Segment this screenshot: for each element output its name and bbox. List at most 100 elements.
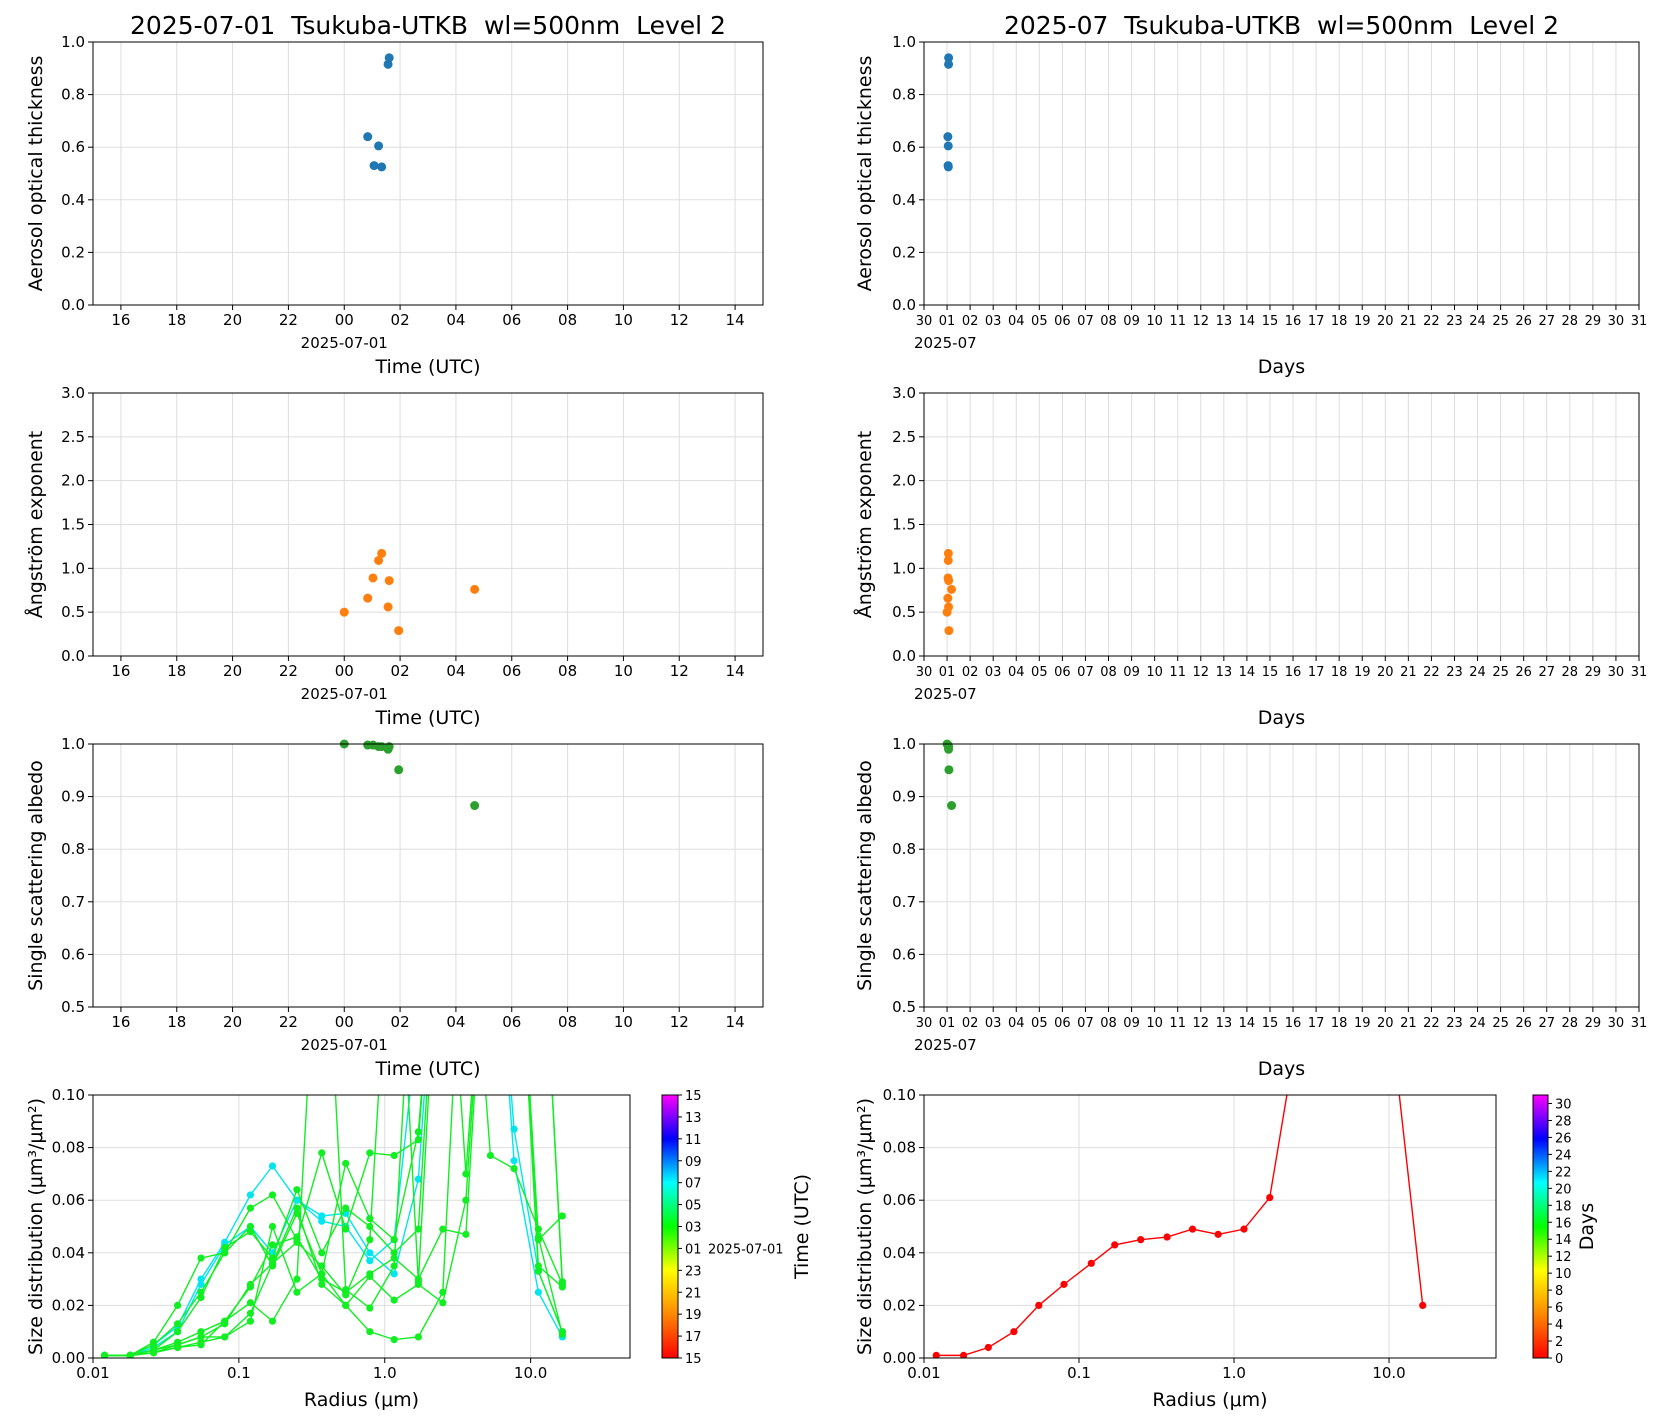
x-tick-label: 09 (1123, 665, 1140, 680)
point (173, 1328, 182, 1336)
y-tick-label: 0.5 (892, 603, 916, 621)
y-tick-label: 0.02 (883, 1296, 916, 1314)
x-tick-label: 12 (670, 662, 689, 680)
point (535, 828, 542, 835)
x-tick-label: 25 (1492, 314, 1509, 329)
colorbar-label: Days (1576, 1203, 1598, 1250)
point (510, 1125, 518, 1133)
y-tick-label: 0.08 (883, 1139, 916, 1157)
y-tick-label: 3.0 (892, 384, 916, 402)
point (439, 828, 446, 835)
x-tick-label: 02 (962, 1016, 979, 1031)
point (558, 1280, 566, 1288)
x-tick-label: 03 (985, 665, 1002, 680)
point (1317, 960, 1324, 967)
x-tick-label: 04 (1008, 314, 1025, 329)
x-tick-label: 20 (1377, 1016, 1394, 1031)
x-tick-label: 23 (1446, 314, 1463, 329)
point (439, 828, 446, 835)
x-tick-label: 08 (1100, 665, 1117, 680)
y-axis-label: Size distribution (μm³/μm²) (25, 1098, 47, 1355)
point (390, 1151, 398, 1160)
y-tick-label: 0.0 (892, 647, 916, 665)
series-line (104, 1095, 564, 1357)
point (487, 828, 494, 835)
x-tick-label: 10 (614, 311, 633, 329)
point (318, 1217, 326, 1225)
point (943, 555, 953, 565)
plot-area (942, 739, 957, 811)
colorbar-tick-label: 15 (685, 1089, 702, 1104)
y-tick-label: 0.10 (883, 1086, 916, 1104)
point (1087, 1259, 1095, 1267)
colorbar-tick-label: 2 (1555, 1335, 1563, 1350)
point (510, 1165, 518, 1173)
point (439, 1299, 447, 1307)
colorbar (661, 1094, 679, 1359)
x-tick-label: 13 (1216, 1016, 1233, 1031)
point (318, 1249, 326, 1257)
point (414, 1333, 422, 1341)
point (384, 576, 394, 586)
point (1163, 1233, 1171, 1241)
point (1137, 1236, 1145, 1244)
y-tick-label: 0.02 (52, 1296, 85, 1314)
x-tick-label: 12 (1193, 1016, 1210, 1031)
colorbar-tick-label: 17 (685, 1330, 702, 1345)
point (1010, 1328, 1018, 1336)
point (1111, 1241, 1119, 1249)
x-offset-label: 2025-07-01 (301, 1036, 388, 1054)
colorbar-tick-label: 07 (685, 1177, 702, 1192)
y-axis-label: Aerosol optical thickness (25, 56, 47, 292)
x-tick-label: 11 (1169, 665, 1186, 680)
x-tick-label: 18 (1331, 665, 1348, 680)
point (944, 602, 954, 612)
point (462, 960, 469, 967)
y-axis-label: Ångström exponent (853, 431, 876, 619)
point (462, 828, 469, 835)
point (394, 626, 404, 636)
point (462, 828, 469, 835)
x-tick-label: 0.01 (76, 1364, 109, 1382)
x-tick-label: 04 (1008, 1016, 1025, 1031)
colorbar-tick-label: 20 (1555, 1182, 1572, 1197)
x-tick-label: 21 (1400, 665, 1417, 680)
point (268, 1259, 277, 1267)
point (470, 801, 480, 811)
point (439, 1288, 447, 1296)
point (342, 1301, 350, 1309)
colorbar-tick-label: 23 (685, 1264, 702, 1279)
point (377, 548, 387, 558)
point (439, 828, 446, 835)
x-tick-label: 16 (111, 311, 130, 329)
point (268, 1317, 277, 1325)
y-tick-label: 0.8 (892, 86, 916, 104)
x-tick-label: 23 (1446, 665, 1463, 680)
x-tick-label: 05 (1031, 314, 1048, 329)
x-tick-label: 08 (1100, 314, 1117, 329)
point (462, 1230, 470, 1238)
point (415, 1013, 422, 1020)
point (439, 828, 446, 835)
colorbar-tick-label: 11 (685, 1133, 702, 1148)
x-tick-label: 12 (670, 1013, 689, 1031)
x-tick-label: 10 (1146, 665, 1163, 680)
x-offset-label: 2025-07 (914, 1036, 977, 1054)
point (339, 607, 349, 617)
colorbar-tick-label: 21 (685, 1286, 702, 1301)
point (487, 828, 494, 835)
point (944, 576, 954, 586)
x-tick-label: 00 (335, 662, 354, 680)
colorbar-tick-label: 28 (1555, 1114, 1572, 1129)
point (394, 765, 404, 775)
x-axis-label: Time (UTC) (374, 1058, 480, 1080)
point (1240, 1225, 1248, 1233)
colorbar (1532, 1094, 1549, 1359)
point (943, 162, 953, 172)
series-line (104, 1095, 563, 1357)
x-tick-label: 23 (1446, 1016, 1463, 1031)
x-tick-label: 28 (1562, 665, 1579, 680)
point (534, 1267, 542, 1275)
y-tick-label: 2.5 (892, 428, 916, 446)
